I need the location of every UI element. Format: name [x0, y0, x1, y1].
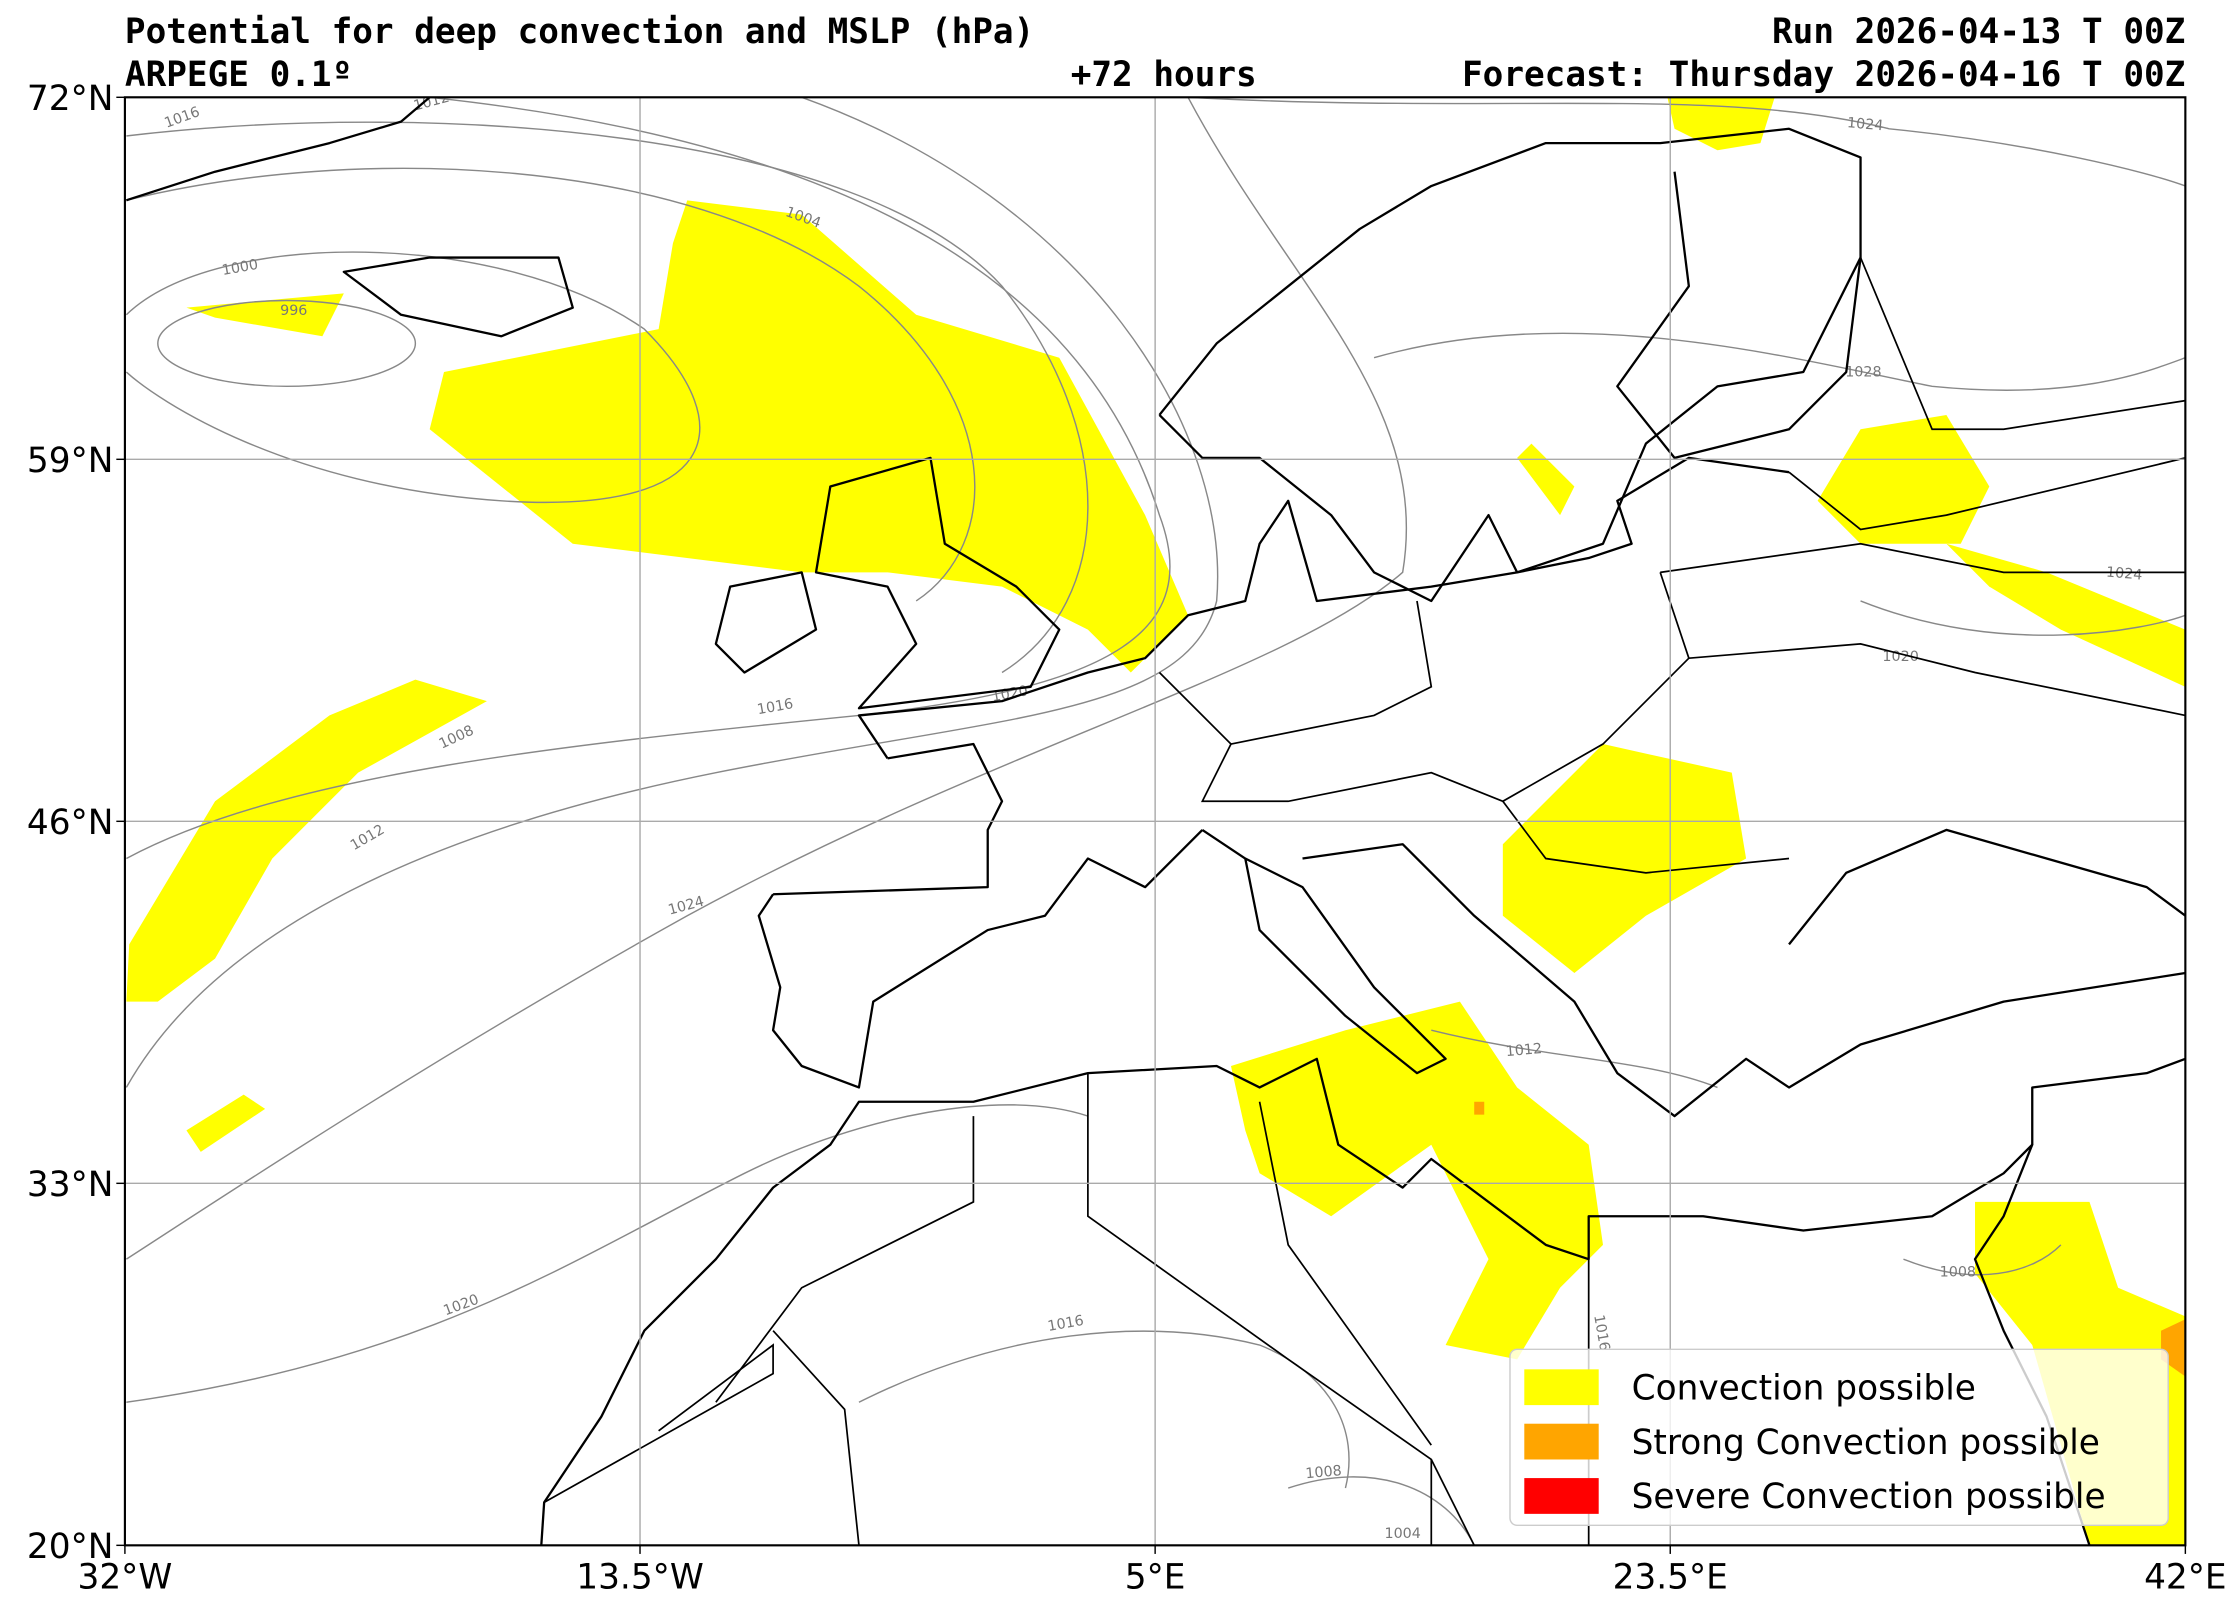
isobar-label: 1020	[441, 1292, 481, 1319]
isobar-label: 1012	[1505, 1041, 1543, 1060]
convection-area-balkans	[1502, 744, 1747, 973]
lon-tick-label: 42°E	[2144, 1557, 2227, 1597]
coastline-greenland	[125, 97, 431, 202]
coastline-iberia-france	[773, 742, 1004, 896]
gridlines	[124, 97, 2186, 1546]
lat-tick-label: 46°N	[27, 803, 114, 843]
isobar-label: 1020	[1882, 649, 1918, 665]
convection-area-iceland	[186, 293, 344, 337]
coastline-great-britain	[814, 456, 1061, 710]
isobar-label: 1016	[756, 696, 795, 718]
coastline-black-sea	[1788, 828, 2186, 946]
convection-area-sw-atlantic	[126, 679, 487, 1002]
coastline-iceland	[342, 256, 574, 338]
plot-area: 1016 1012 1004 1000 996 1008 1012 1016 1020 1024 1…	[124, 90, 2186, 1546]
isobar-label: 1008	[437, 723, 477, 753]
legend: Convection possible Strong Convection pos…	[1509, 1348, 2169, 1527]
map-title: Potential for deep convection and MSLP (…	[125, 12, 1034, 52]
lead-time: +72 hours	[1071, 55, 1257, 95]
coastline-iberia	[757, 829, 1204, 1089]
lon-tick-label: 23.5°E	[1613, 1557, 1728, 1597]
isobar-label: 1024	[667, 894, 706, 919]
isobar-label: 1016	[162, 104, 202, 131]
coastline-levant	[2031, 1057, 2186, 1145]
isobar-label: 1016	[1590, 1314, 1612, 1353]
legend-label: Strong Convection possible	[1632, 1423, 2100, 1463]
legend-box	[1509, 1348, 2169, 1527]
coastline-europe-north	[857, 456, 1790, 759]
convection-area-north-cape	[1667, 97, 1775, 151]
legend-swatch	[1524, 1478, 1599, 1514]
convection-area-russia	[1946, 543, 2186, 687]
isobar-label: 1008	[1940, 1264, 1976, 1280]
lon-tick-label: 13.5°W	[576, 1557, 704, 1597]
coastline-ireland	[714, 571, 818, 674]
convection-area-baltic	[1817, 414, 1990, 544]
isobar-label: 1004	[1384, 1526, 1420, 1542]
convection-area-scandinavia	[1517, 443, 1575, 516]
model-name: ARPEGE 0.1º	[125, 55, 352, 95]
isobar-label: 1012	[412, 90, 451, 115]
axis-ticks: 32°W 13.5°W 5°E 23.5°E 42°E 20°N 33°N 46°N 59°N 7…	[27, 79, 2227, 1597]
lat-tick-label: 33°N	[27, 1165, 114, 1205]
isobar-label: 1024	[2105, 565, 2143, 584]
lat-tick-label: 72°N	[27, 79, 114, 119]
lon-tick-label: 5°E	[1125, 1557, 1186, 1597]
convection-area-atlantic	[429, 200, 1189, 673]
isobar-label: 1008	[1305, 1463, 1343, 1482]
coastlines	[125, 97, 2186, 1546]
coastline-adriatic-balkans	[1302, 843, 2186, 1118]
isobar-label: 1016	[1046, 1313, 1085, 1335]
isobar-label: 1012	[348, 822, 388, 854]
isobar-label: 996	[280, 303, 307, 319]
country-borders	[543, 257, 2186, 1546]
isobar-label: 1028	[1845, 364, 1881, 380]
coastline-africa	[540, 1057, 2091, 1546]
legend-label: Severe Convection possible	[1632, 1477, 2106, 1517]
strong-convection-spot	[1474, 1101, 1485, 1115]
lon-tick-label: 32°W	[78, 1557, 173, 1597]
legend-swatch	[1524, 1423, 1599, 1460]
lat-tick-label: 20°N	[27, 1527, 114, 1567]
isobar-label: 1000	[221, 257, 260, 279]
isobar-label: 1024	[1846, 115, 1884, 134]
coastline-scandinavia	[1158, 127, 1862, 603]
legend-swatch	[1524, 1369, 1599, 1406]
run-time: Run 2026-04-13 T 00Z	[1772, 12, 2185, 52]
coastline-finland	[1616, 171, 1862, 460]
convection-area-mediterranean	[1230, 1001, 1603, 1360]
forecast-time: Forecast: Thursday 2026-04-16 T 00Z	[1462, 55, 2185, 95]
convection-area-small	[186, 1094, 266, 1152]
lat-tick-label: 59°N	[27, 441, 114, 481]
coastline-italy	[1201, 828, 1447, 1075]
legend-label: Convection possible	[1632, 1368, 1976, 1408]
